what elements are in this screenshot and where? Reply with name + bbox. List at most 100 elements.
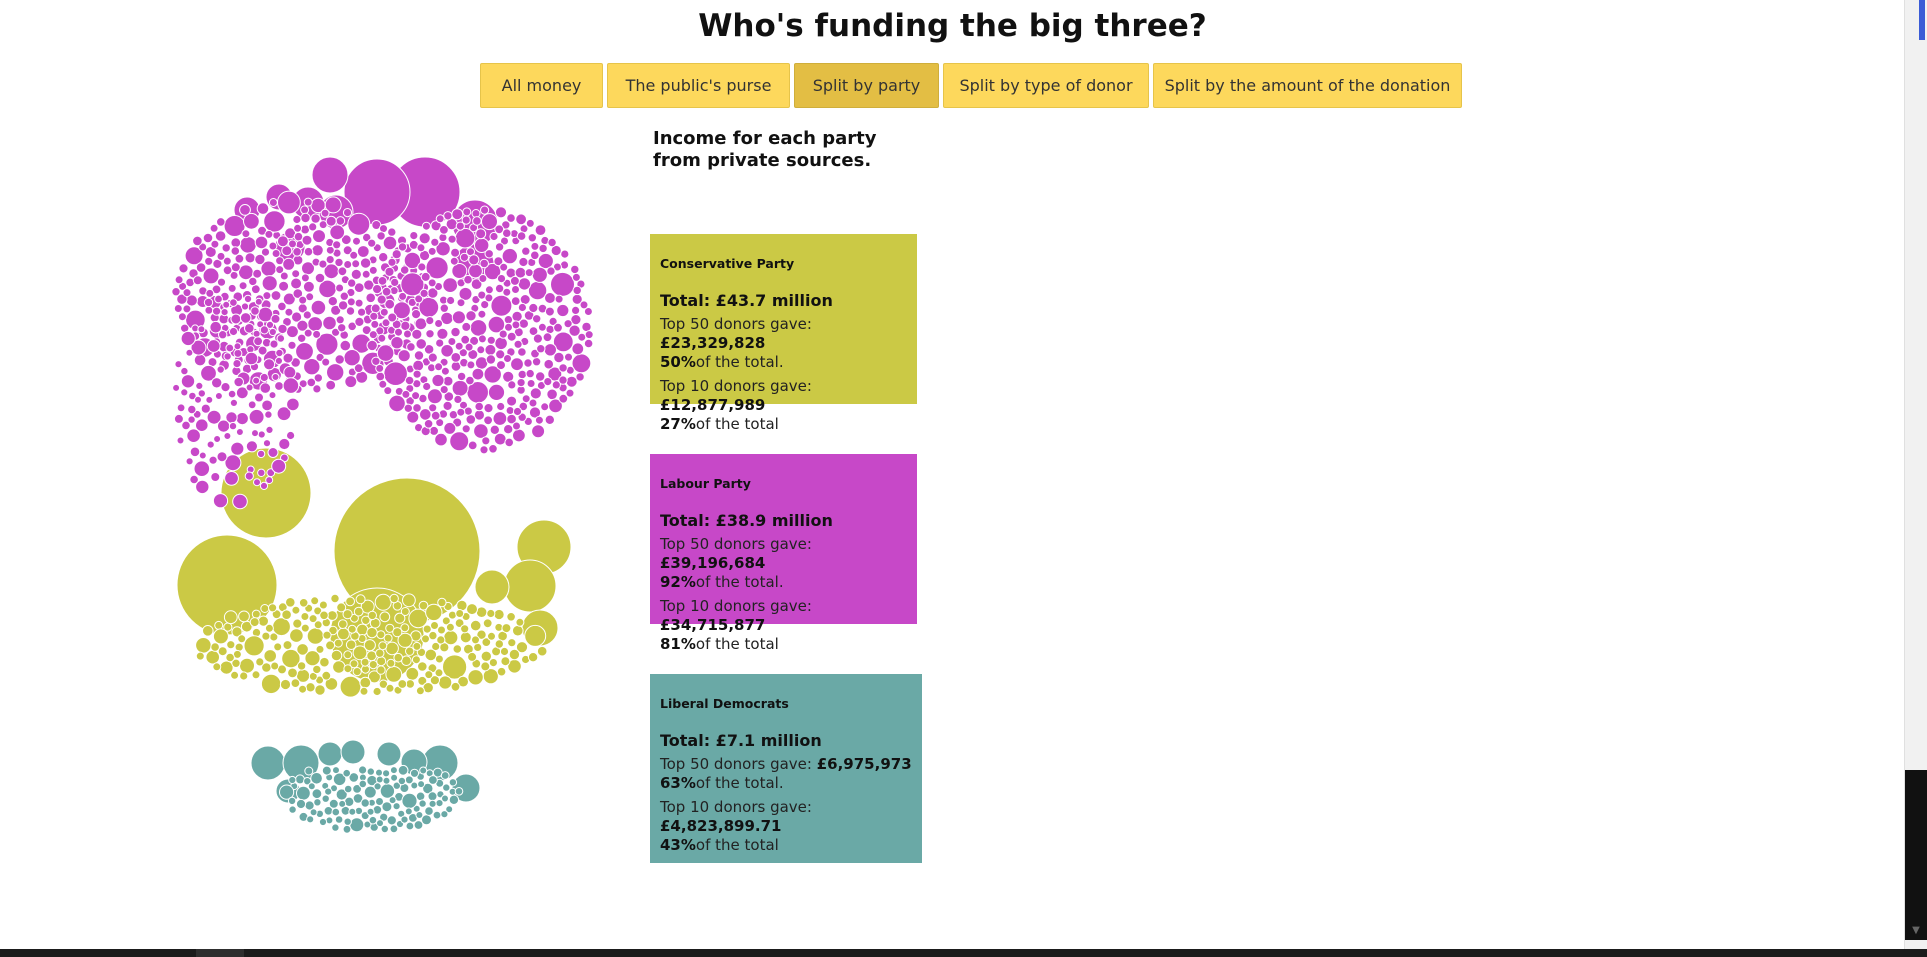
labour-donor-bubble[interactable] <box>468 254 480 266</box>
labour-donor-bubble[interactable] <box>528 326 539 337</box>
labour-donor-bubble[interactable] <box>453 394 463 404</box>
labour-donor-bubble[interactable] <box>296 319 309 332</box>
labour-donor-bubble[interactable] <box>206 440 215 449</box>
labour-donor-bubble[interactable] <box>480 300 490 310</box>
labour-donor-bubble[interactable] <box>412 403 422 413</box>
labour-donor-bubble[interactable] <box>411 391 421 401</box>
labour-donor-bubble[interactable] <box>177 312 187 322</box>
labour-donor-bubble[interactable] <box>489 424 500 435</box>
labour-donor-bubble[interactable] <box>268 198 278 207</box>
conservative-donor-bubble[interactable] <box>342 609 353 620</box>
labour-donor-bubble[interactable] <box>451 310 466 325</box>
labour-donor-bubble[interactable] <box>311 244 324 257</box>
libdem-donor-bubble[interactable] <box>415 811 424 819</box>
labour-donor-bubble[interactable] <box>530 241 540 251</box>
labour-donor-bubble[interactable] <box>264 229 274 239</box>
libdem-donor-bubble[interactable] <box>428 799 437 808</box>
labour-donor-bubble[interactable] <box>471 367 485 381</box>
labour-donor-bubble[interactable] <box>546 388 558 401</box>
labour-donor-bubble[interactable] <box>277 323 288 335</box>
labour-donor-bubble[interactable] <box>419 288 429 298</box>
labour-donor-bubble[interactable] <box>244 252 256 264</box>
libdem-donor-bubble[interactable] <box>392 802 401 811</box>
labour-donor-bubble[interactable] <box>176 293 188 305</box>
labour-donor-bubble[interactable] <box>353 282 365 294</box>
labour-donor-bubble[interactable] <box>352 236 361 246</box>
conservative-donor-bubble[interactable] <box>402 593 416 608</box>
labour-donor-bubble[interactable] <box>256 202 270 215</box>
labour-donor-bubble[interactable] <box>540 402 550 412</box>
labour-donor-bubble[interactable] <box>180 374 196 389</box>
labour-donor-bubble[interactable] <box>326 363 345 382</box>
libdem-donor-bubble[interactable] <box>342 768 352 778</box>
labour-donor-bubble[interactable] <box>543 377 553 387</box>
conservative-donor-bubble[interactable] <box>405 666 420 681</box>
labour-donor-bubble[interactable] <box>223 352 232 361</box>
labour-donor-bubble[interactable] <box>450 352 462 363</box>
libdem-donor-bubble[interactable] <box>409 768 420 778</box>
libdem-donor-bubble[interactable] <box>352 793 364 804</box>
labour-donor-bubble[interactable] <box>377 276 388 286</box>
conservative-donor-bubble[interactable] <box>361 615 371 625</box>
labour-donor-bubble[interactable] <box>320 208 330 218</box>
conservative-donor-bubble[interactable] <box>313 606 323 616</box>
conservative-donor-bubble[interactable] <box>503 559 557 613</box>
labour-donor-bubble[interactable] <box>531 357 542 367</box>
conservative-donor-bubble[interactable] <box>434 654 444 664</box>
conservative-donor-bubble[interactable] <box>345 639 357 651</box>
labour-donor-bubble[interactable] <box>403 329 412 339</box>
labour-donor-bubble[interactable] <box>525 218 535 228</box>
libdem-donor-bubble[interactable] <box>331 823 340 832</box>
labour-donor-bubble[interactable] <box>571 272 581 282</box>
labour-donor-bubble[interactable] <box>265 425 274 434</box>
labour-donor-bubble[interactable] <box>216 217 226 227</box>
conservative-donor-bubble[interactable] <box>411 655 421 665</box>
labour-donor-bubble[interactable] <box>268 327 277 337</box>
labour-donor-bubble[interactable] <box>434 432 448 447</box>
labour-donor-bubble[interactable] <box>261 275 278 292</box>
libdem-donor-bubble[interactable] <box>366 767 375 776</box>
labour-donor-bubble[interactable] <box>303 328 313 338</box>
labour-donor-bubble[interactable] <box>230 441 245 456</box>
conservative-donor-bubble[interactable] <box>363 639 376 652</box>
labour-donor-bubble[interactable] <box>535 371 546 382</box>
libdem-donor-bubble[interactable] <box>295 798 307 810</box>
labour-donor-bubble[interactable] <box>558 393 569 404</box>
conservative-donor-bubble[interactable] <box>508 648 521 661</box>
libdem-donor-bubble[interactable] <box>288 775 297 785</box>
labour-donor-bubble[interactable] <box>178 263 189 274</box>
conservative-donor-bubble[interactable] <box>425 603 443 622</box>
labour-donor-bubble[interactable] <box>416 243 426 253</box>
conservative-donor-bubble[interactable] <box>418 600 429 611</box>
labour-donor-bubble[interactable] <box>235 428 244 436</box>
labour-donor-bubble[interactable] <box>334 257 344 268</box>
conservative-donor-bubble[interactable] <box>473 642 483 653</box>
labour-donor-bubble[interactable] <box>311 156 349 194</box>
labour-donor-bubble[interactable] <box>337 300 349 311</box>
labour-donor-bubble[interactable] <box>361 269 371 279</box>
labour-donor-bubble[interactable] <box>211 377 223 389</box>
labour-donor-bubble[interactable] <box>486 335 496 345</box>
labour-donor-bubble[interactable] <box>439 303 449 313</box>
labour-donor-bubble[interactable] <box>251 429 259 438</box>
labour-donor-bubble[interactable] <box>192 235 203 247</box>
libdem-donor-bubble[interactable] <box>342 824 352 834</box>
conservative-donor-bubble[interactable] <box>482 618 493 629</box>
labour-donor-bubble[interactable] <box>477 334 487 344</box>
labour-donor-bubble[interactable] <box>544 414 555 425</box>
public-purse-button[interactable]: The public's purse <box>607 63 790 108</box>
conservative-donor-bubble[interactable] <box>512 624 524 637</box>
labour-donor-bubble[interactable] <box>261 399 274 412</box>
labour-donor-bubble[interactable] <box>531 424 546 439</box>
labour-donor-bubble[interactable] <box>230 237 242 249</box>
labour-donor-bubble[interactable] <box>469 319 488 337</box>
labour-donor-bubble[interactable] <box>376 294 387 305</box>
conservative-donor-bubble[interactable] <box>305 682 316 693</box>
labour-donor-bubble[interactable] <box>259 382 272 394</box>
labour-donor-bubble[interactable] <box>284 307 294 317</box>
labour-donor-bubble[interactable] <box>485 354 497 365</box>
labour-donor-bubble[interactable] <box>384 266 395 277</box>
labour-donor-bubble[interactable] <box>378 379 388 389</box>
conservative-donor-bubble[interactable] <box>467 669 484 686</box>
labour-donor-bubble[interactable] <box>517 369 528 380</box>
